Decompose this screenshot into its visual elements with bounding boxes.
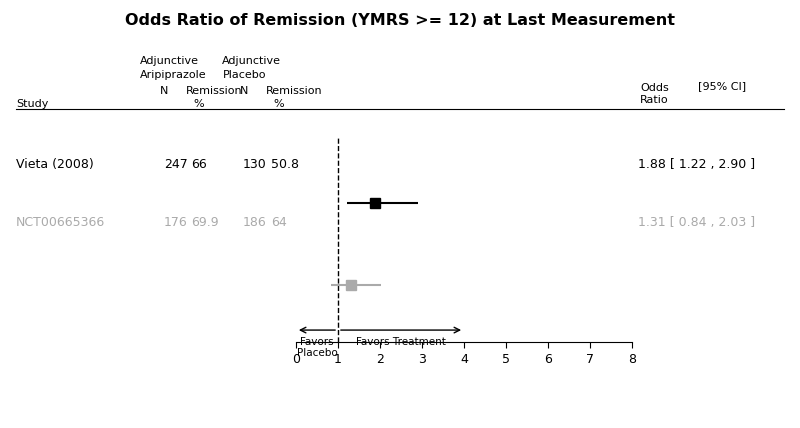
Text: N: N [240,86,248,95]
Text: 247: 247 [164,158,188,171]
Text: NCT00665366: NCT00665366 [16,216,106,229]
Text: [95% CI]: [95% CI] [698,81,746,91]
Text: %: % [274,99,284,109]
Text: Odds
Ratio: Odds Ratio [640,83,669,105]
Text: Adjunctive: Adjunctive [140,56,199,66]
Text: 1.31 [ 0.84 , 2.03 ]: 1.31 [ 0.84 , 2.03 ] [638,216,754,229]
Text: Favors
Placebo: Favors Placebo [297,337,338,358]
Text: Aripiprazole: Aripiprazole [140,70,206,80]
Text: 69.9: 69.9 [191,216,219,229]
Text: Placebo: Placebo [222,70,266,80]
Text: 50.8: 50.8 [271,158,299,171]
Text: 66: 66 [191,158,207,171]
Text: %: % [194,99,204,109]
Text: 130: 130 [242,158,266,171]
Text: Favors Treatment: Favors Treatment [356,337,446,347]
Text: Vieta (2008): Vieta (2008) [16,158,94,171]
Text: Remission: Remission [186,86,242,95]
Text: Adjunctive: Adjunctive [222,56,282,66]
Text: 64: 64 [271,216,287,229]
Text: 1.88 [ 1.22 , 2.90 ]: 1.88 [ 1.22 , 2.90 ] [638,158,754,171]
Text: Remission: Remission [266,86,322,95]
Text: 186: 186 [242,216,266,229]
Text: 176: 176 [164,216,188,229]
Text: Odds Ratio of Remission (YMRS >= 12) at Last Measurement: Odds Ratio of Remission (YMRS >= 12) at … [125,13,675,28]
Text: Study: Study [16,99,48,109]
Text: N: N [160,86,168,95]
